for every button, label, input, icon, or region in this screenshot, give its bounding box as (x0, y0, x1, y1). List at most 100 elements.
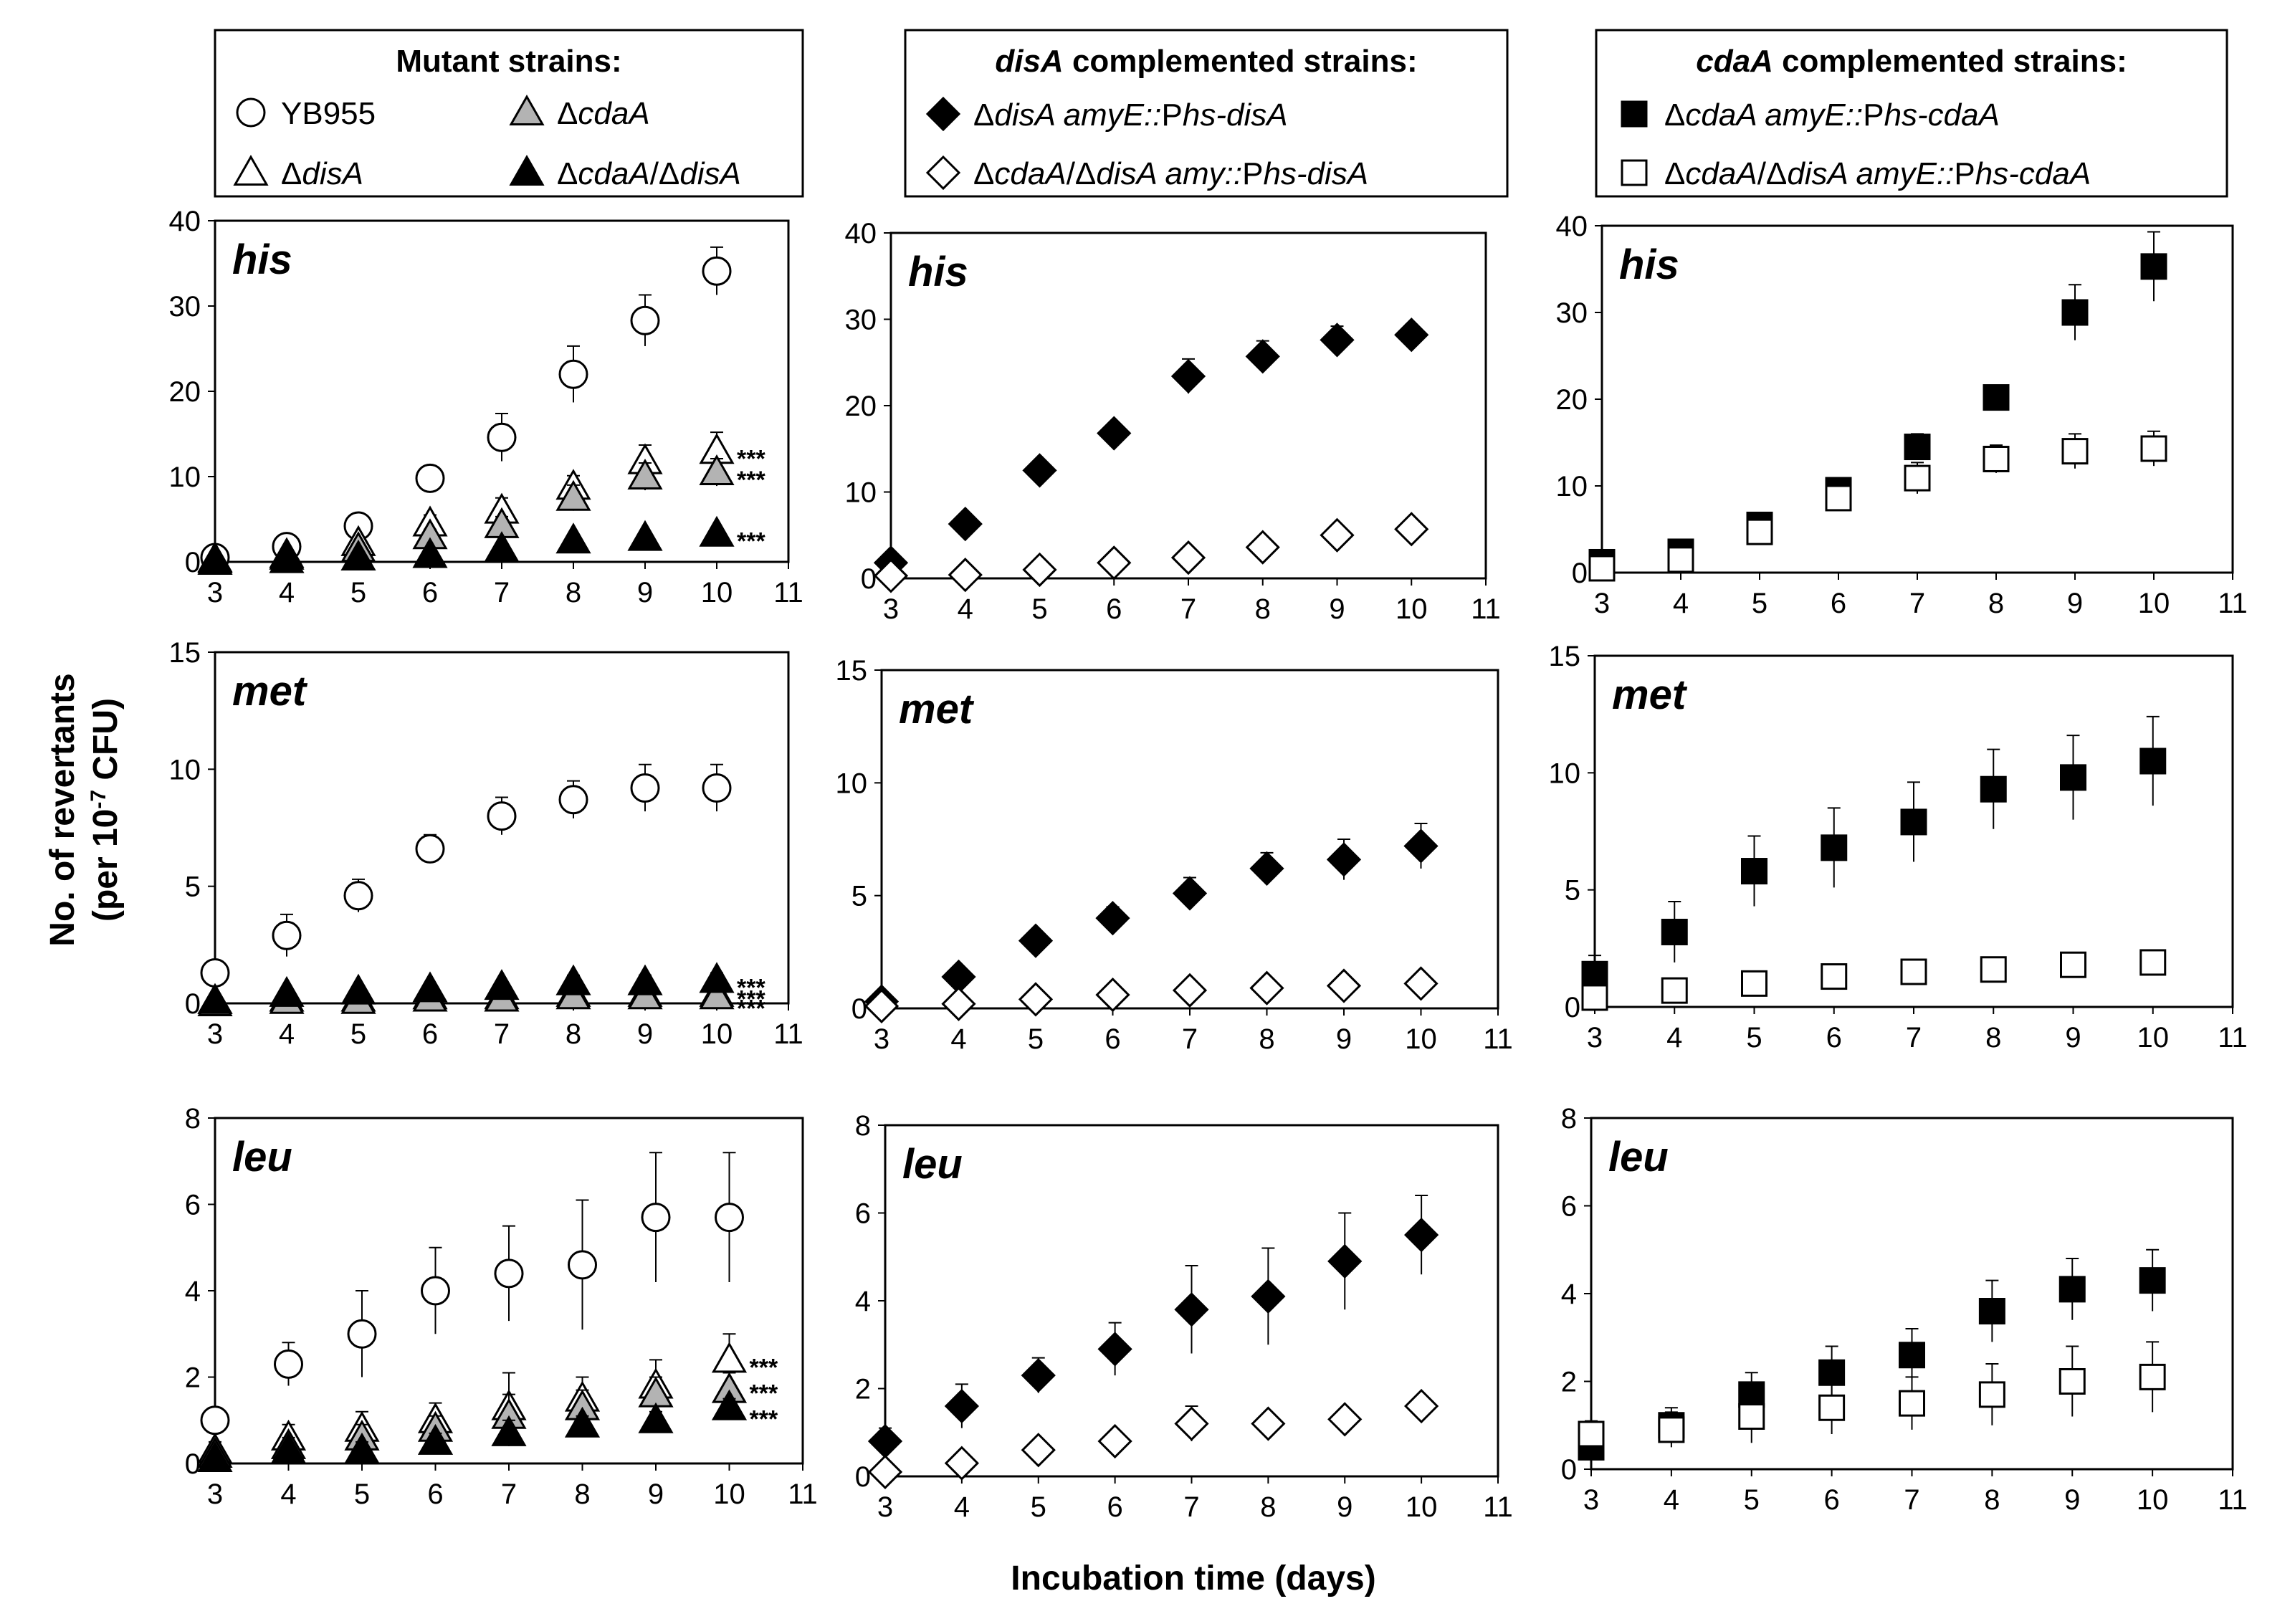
x-tick-label: 8 (566, 1018, 581, 1050)
y-tick-label: 15 (169, 637, 201, 669)
data-point (1904, 464, 1931, 492)
data-point (1581, 984, 1608, 1011)
data-point (1097, 416, 1132, 451)
data-point (1170, 540, 1206, 575)
y-tick-label: 8 (185, 1103, 201, 1135)
y-tick-label: 2 (185, 1362, 201, 1394)
data-point (1821, 834, 1848, 861)
data-point (948, 506, 983, 542)
x-tick-label: 8 (1260, 1491, 1276, 1523)
data-point (1900, 958, 1927, 985)
legend-label-cdaA_comp: ΔcdaA amyE::Phs-cdaA (1664, 97, 2000, 133)
series-1 (1581, 949, 2167, 1011)
y-tick-label: 0 (185, 1448, 201, 1480)
x-tick-label: 8 (1259, 1023, 1274, 1055)
x-tick-label: 7 (1909, 588, 1925, 619)
legend-label-cdaA_disA_comp_cdaA: ΔcdaA/ΔdisA amyE::Phs-cdaA (1664, 156, 2091, 191)
y-tick-label: 8 (1561, 1103, 1577, 1135)
data-point (867, 1454, 903, 1489)
data-point (1326, 842, 1362, 877)
data-point (1741, 858, 1767, 885)
y-tick-label: 0 (851, 993, 867, 1025)
x-tick-label: 3 (1587, 1022, 1603, 1054)
data-point (1983, 384, 2010, 411)
data-point (1249, 970, 1284, 1006)
data-point (1899, 1342, 1925, 1369)
y-tick-label: 15 (836, 655, 868, 687)
x-tick-label: 7 (494, 1018, 510, 1050)
x-tick-label: 5 (350, 1018, 366, 1050)
series-0 (200, 763, 732, 988)
x-tick-label: 11 (2218, 1484, 2248, 1516)
panel-title: his (908, 249, 968, 295)
data-point (1018, 923, 1054, 958)
panel-his-disA: 0 10 20 30 40 3 4 5 6 7 8 9 10 11 his (845, 218, 1501, 625)
x-tick-label: 6 (1826, 1022, 1842, 1054)
x-tick-label: 7 (1180, 593, 1196, 625)
data-point (1661, 977, 1688, 1004)
x-tick-label: 9 (1337, 1491, 1352, 1523)
data-point (1394, 512, 1429, 547)
y-tick-label: 20 (1556, 384, 1588, 416)
x-tick-label: 6 (427, 1479, 443, 1510)
data-point (1978, 1298, 2005, 1324)
data-point (272, 920, 302, 950)
x-tick-label: 9 (648, 1479, 664, 1510)
y-tick-label: 0 (861, 563, 877, 595)
data-point (2061, 299, 2089, 326)
y-tick-label: 20 (845, 391, 877, 422)
data-point (1095, 977, 1130, 1013)
y-tick-label: 10 (836, 768, 868, 799)
x-tick-label: 4 (954, 1491, 970, 1523)
y-tick-label: 10 (169, 754, 201, 785)
data-point (1251, 1279, 1286, 1314)
data-point (1899, 1390, 1925, 1417)
legend-marker-cdaA_disA_comp_cdaA (1621, 159, 1648, 186)
legend-title: cdaA complemented strains: (1696, 44, 2127, 79)
x-tick-label: 7 (501, 1479, 517, 1510)
x-tick-label: 9 (2065, 1022, 2081, 1054)
data-point (2058, 1276, 2086, 1303)
significance-marker: *** (737, 445, 765, 472)
x-tick-label: 4 (279, 577, 295, 608)
y-tick-label: 30 (1556, 297, 1588, 329)
data-point (555, 964, 591, 995)
x-tick-label: 11 (788, 1479, 818, 1510)
data-point (347, 1319, 377, 1349)
y-tick-label: 5 (851, 881, 867, 912)
data-point (487, 801, 517, 831)
y-tick-label: 40 (845, 218, 877, 249)
data-point (558, 785, 588, 815)
legend-frame (214, 29, 804, 198)
x-tick-label: 5 (1746, 1022, 1762, 1054)
data-point (1251, 1406, 1286, 1441)
x-tick-label: 10 (701, 1018, 733, 1050)
x-tick-label: 11 (2218, 1022, 2248, 1054)
y-tick-label: 20 (169, 376, 201, 408)
panel-title: leu (902, 1141, 963, 1188)
x-tick-label: 3 (877, 1491, 893, 1523)
x-tick-label: 10 (2138, 588, 2170, 619)
data-point (1821, 963, 1848, 990)
data-point (638, 1402, 674, 1433)
data-point (1021, 1358, 1056, 1393)
series-3 (197, 1389, 748, 1472)
x-tick-label: 5 (350, 577, 366, 608)
data-point (1403, 828, 1439, 864)
x-tick-label: 9 (1336, 1023, 1352, 1055)
x-tick-label: 3 (1594, 588, 1610, 619)
y-tick-label: 8 (855, 1110, 871, 1142)
x-tick-label: 10 (1406, 1491, 1438, 1523)
legend-label-cdaA_disA: ΔcdaA/ΔdisA (557, 156, 741, 191)
data-point (415, 834, 445, 864)
data-point (564, 1406, 601, 1438)
x-tick-label: 6 (1824, 1484, 1840, 1516)
data-point (1174, 1292, 1209, 1327)
data-point (421, 1276, 450, 1306)
x-tick-label: 3 (883, 593, 899, 625)
data-point (2139, 1363, 2166, 1390)
data-point (1661, 918, 1688, 945)
x-tick-label: 6 (1831, 588, 1846, 619)
